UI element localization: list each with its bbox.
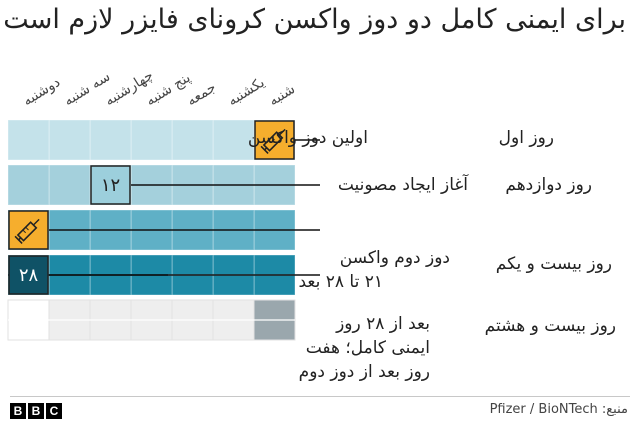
footer-divider — [10, 396, 630, 397]
day-cell — [7, 119, 50, 161]
syringe-icon — [14, 218, 40, 245]
day-header: یکشنبه — [225, 75, 268, 110]
annotation-day1-label: روز اول — [498, 128, 554, 148]
day-number-label: ۲۸ — [19, 265, 39, 286]
dose-marker — [8, 210, 49, 250]
day-number-label: ۱۲ — [101, 175, 120, 196]
day-cell — [7, 164, 50, 206]
annotation-day12-label: روز دوازدهم — [505, 175, 592, 195]
annotation-day21-text-2: ۲۱ تا ۲۸ بعد — [298, 272, 383, 292]
day-header: شنبه — [266, 81, 298, 109]
annotation-day28-text-3: روز بعد از دوز دوم — [298, 362, 430, 382]
annotation-day21-label: روز بیست و یکم — [495, 254, 612, 274]
syringe-icon — [260, 128, 286, 155]
day-cell — [89, 119, 132, 161]
annotation-day1-text-1: اولین دوز واکسن — [247, 128, 368, 148]
source-credit: منبع: Pfizer / BioNTech — [489, 402, 628, 417]
day-cell — [171, 119, 214, 161]
day-cell — [212, 119, 255, 161]
annotation-day28-label: روز بیست و هشتم — [484, 316, 616, 336]
day-cell — [48, 119, 91, 161]
annotation-day28-text-1: بعد از ۲۸ روز — [336, 314, 430, 334]
chart-title: برای ایمنی کامل دو دوز واکسن کرونای فایز… — [3, 4, 626, 35]
annotation-day21-text-1: دوز دوم واکسن — [339, 248, 450, 268]
day-header: سه شنبه — [61, 69, 113, 110]
day-number-box — [8, 255, 49, 295]
day-cell — [130, 119, 173, 161]
annotation-day12-text-1: آغاز ایجاد مصونیت — [337, 175, 468, 195]
day-number-box — [90, 165, 131, 205]
day-header: دوشنبه — [20, 74, 63, 109]
day-cell — [48, 164, 91, 206]
annotation-day28-text-2: ایمنی کامل؛ هفت — [305, 338, 430, 358]
